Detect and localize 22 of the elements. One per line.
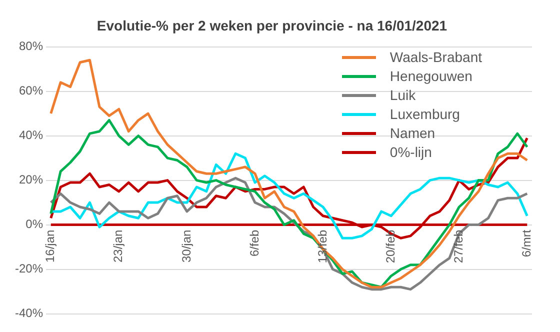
legend-label: Luxemburg [390,105,460,124]
y-tick-label: 0% [26,217,44,232]
legend-label: 0%-lijn [390,143,432,162]
x-tick-label: 13/feb [315,229,330,264]
x-tick-label: 20/feb [383,229,398,264]
x-tick-label: 16/jan [43,230,58,263]
x-tick-label: 6/mrt [519,229,534,258]
y-tick-label: -20% [15,262,44,276]
legend-label: Luik [390,86,416,105]
x-tick-label: 30/jan [179,230,194,263]
x-tick-label: 27/feb [451,229,466,264]
x-tick-label: 6/feb [247,229,262,257]
y-tick-label: -40% [15,306,44,320]
y-tick-label: 20% [18,172,44,187]
y-tick-label: 40% [18,128,44,142]
y-tick-label: 80% [18,39,44,54]
y-tick-label: 60% [18,84,44,98]
chart-title: Evolutie-% per 2 weken per provincie - na 16/01/2021 [96,17,448,34]
x-tick-label: 23/jan [111,230,126,263]
legend-label: Waals-Brabant [390,48,482,67]
legend-label: Namen [390,124,436,143]
legend-label: Henegouwen [390,67,472,86]
